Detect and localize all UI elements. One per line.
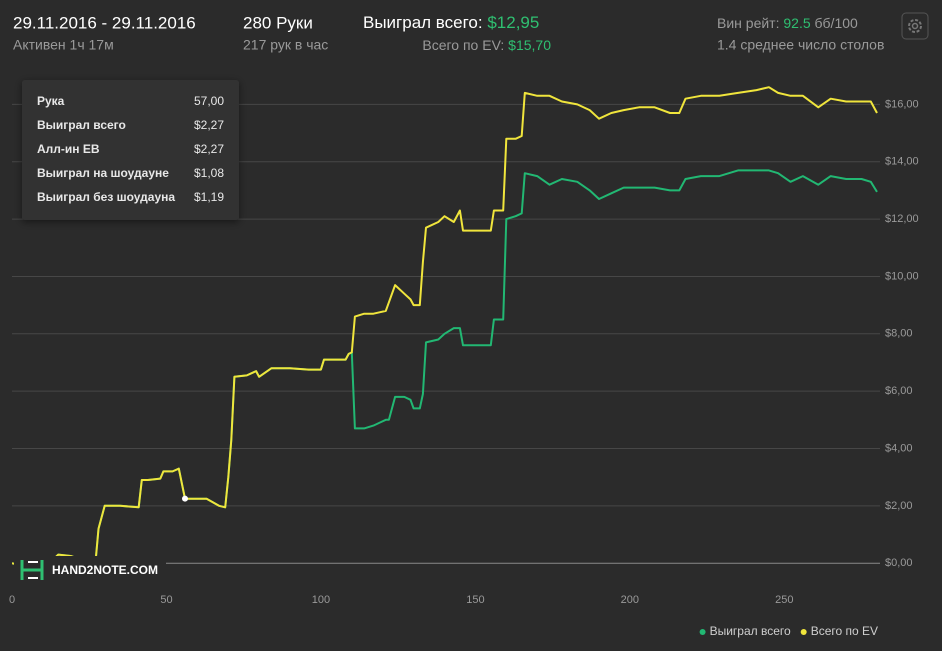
legend-dot (800, 629, 807, 635)
x-tick-label: 250 (775, 594, 793, 606)
tooltip-label: Выиграл без шоудауна (37, 190, 175, 204)
y-tick-label: $6,00 (885, 385, 913, 397)
x-tick-label: 0 (9, 594, 15, 606)
y-tick-label: $2,00 (885, 500, 913, 512)
won-value: $12,95 (487, 13, 539, 32)
tooltip-value: $2,27 (194, 118, 224, 132)
tooltip-label: Выиграл на шоудауне (37, 166, 169, 180)
hands: 280 Руки (243, 13, 313, 32)
winrate-unit: бб/100 (815, 15, 858, 31)
settings-button[interactable] (901, 12, 929, 40)
tooltip-value: $2,27 (194, 142, 224, 156)
lines (12, 86, 878, 568)
ev-value: $15,70 (508, 37, 551, 53)
gear-teeth[interactable] (908, 19, 922, 33)
y-tick-label: $10,00 (885, 270, 919, 282)
x-tick-label: 50 (160, 594, 172, 606)
active-time: Активен 1ч 17м (13, 37, 114, 53)
tooltip-value: $1,19 (194, 190, 224, 204)
tooltip-value: 57,00 (194, 94, 224, 108)
tooltip-value: $1,08 (194, 166, 224, 180)
tooltip-label: Алл-ин EB (37, 142, 100, 156)
y-tick-label: $12,00 (885, 213, 919, 225)
series-line (12, 86, 878, 568)
legend: Всего по EV Выиграл всего (699, 624, 878, 638)
legend-label: Выиграл всего (710, 624, 791, 638)
winrate: Вин рейт: 92.5 бб/100 (717, 15, 858, 31)
tooltip-label: Рука (37, 94, 65, 108)
y-tick-label: $8,00 (885, 328, 913, 340)
tooltip-box (22, 80, 239, 220)
tooltip-label: Выиграл всего (37, 118, 126, 132)
x-tick-label: 200 (621, 594, 639, 606)
logo-icon-white (28, 561, 38, 579)
y-tick-label: $0,00 (885, 557, 913, 569)
date-range: 29.11.2016 - 29.11.2016 (13, 13, 196, 32)
legend-dot (699, 629, 706, 635)
hover-point (182, 495, 188, 502)
watermark: HAND2NOTE.COM (14, 556, 166, 584)
x-tick-label: 100 (312, 594, 330, 606)
x-tick-label: 150 (466, 594, 484, 606)
header: 29.11.2016 - 29.11.2016 Активен 1ч 17м 2… (13, 12, 929, 53)
won-label: Выиграл всего: (363, 13, 483, 32)
axes: $0,00 $2,00 $4,00 $6,00 $8,00 $10,00 $12,00 $14… (9, 98, 919, 606)
won-total: Выиграл всего: $12,95 (363, 13, 539, 32)
y-tick-label: $14,00 (885, 156, 919, 168)
gear-hub[interactable] (911, 22, 919, 30)
ev-total: Всего по EV: $15,70 (422, 37, 551, 53)
hands-per-hour: 217 рук в час (243, 37, 328, 53)
legend-label: Всего по EV (811, 624, 878, 638)
watermark-text: HAND2NOTE.COM (52, 563, 158, 577)
winrate-label: Вин рейт: (717, 15, 779, 31)
tables: 1.4 среднее число столов (717, 37, 884, 53)
tooltip: Рука 57,00 Выиграл всего $2,27 Алл-ин EB $2,2… (22, 80, 239, 220)
y-tick-label: $4,00 (885, 442, 913, 454)
logo-icon (20, 560, 44, 580)
winrate-value: 92.5 (783, 15, 810, 31)
y-tick-label: $16,00 (885, 98, 919, 110)
settings-frame[interactable] (901, 12, 929, 40)
ev-label: Всего по EV: (422, 37, 504, 53)
